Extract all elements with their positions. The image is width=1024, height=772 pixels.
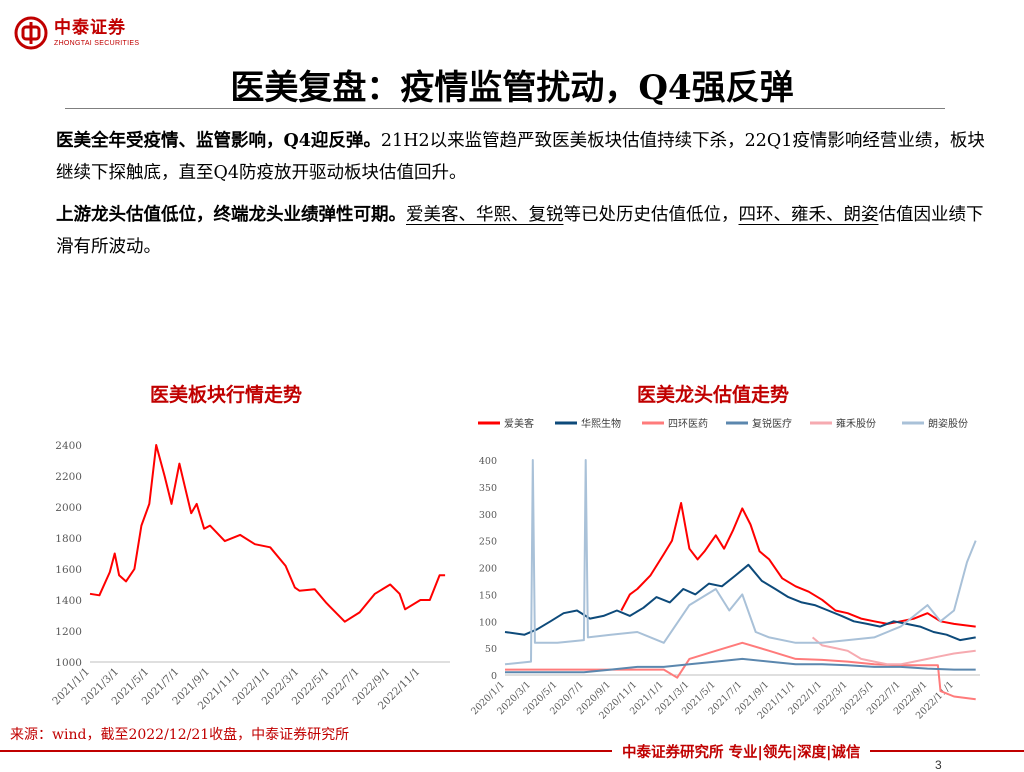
c1-ytick-1: 1200 <box>55 626 82 638</box>
company-logo: 中泰证券 ZHONGTAI SECURITIES <box>14 16 139 50</box>
legend-label-5: 朗姿股份 <box>928 417 968 430</box>
legend-label-3: 复锐医疗 <box>752 417 792 430</box>
c2-series-4-line <box>811 636 976 666</box>
title-divider <box>65 108 945 109</box>
c2-series-5-line <box>504 459 977 666</box>
c2-ytick-4: 200 <box>479 564 497 575</box>
c1-ytick-4: 1800 <box>55 533 82 545</box>
terminal-leaders: 四环、雍禾、朗姿 <box>738 205 879 225</box>
c1-ytick-5: 2000 <box>55 502 82 514</box>
legend-label-1: 华熙生物 <box>581 417 621 430</box>
paragraph-1-body: 21H2以来监管趋严致医美板块估值持续下杀，22Q1疫情影响经营业绩，板块继续下… <box>56 131 985 183</box>
legend-label-2: 四环医药 <box>668 418 708 430</box>
page-number: 3 <box>935 758 942 772</box>
logo-icon <box>14 16 48 50</box>
c2-series-3-line <box>505 657 976 674</box>
paragraph-2: 上游龙头估值低位，终端龙头业绩弹性可期。爱美客、华熙、复锐等已处历史估值低位，四… <box>56 199 986 263</box>
c2-ytick-7: 350 <box>479 483 497 494</box>
valuation-chart: 爱美客 华熙生物 四环医药 复锐医疗 雍禾股份 朗姿股份 0 50 100 150 200 250 3… <box>470 417 980 722</box>
c1-ytick-7: 2400 <box>55 440 82 452</box>
c1-ytick-6: 2200 <box>55 471 82 483</box>
legend-label-0: 爱美客 <box>504 417 534 430</box>
c2-ytick-3: 150 <box>479 590 497 601</box>
c1-ytick-3: 1600 <box>55 564 82 576</box>
c2-ytick-2: 100 <box>479 617 497 628</box>
paragraph-2-lead: 上游龙头估值低位，终端龙头业绩弹性可期。 <box>56 205 406 225</box>
page-title: 医美复盘：疫情监管扰动，Q4强反弹 <box>230 68 794 108</box>
logo-name-en: ZHONGTAI SECURITIES <box>54 39 140 47</box>
upstream-note: 等已处历史估值低位， <box>563 205 739 225</box>
c2-ytick-0: 0 <box>491 671 497 682</box>
c2-series-1-line <box>504 563 976 642</box>
c1-ytick-0: 1000 <box>55 657 82 669</box>
terminal-note: 估值因业绩下滑有所波动。 <box>56 205 984 257</box>
footer-slogan: 中泰证券研究所 专业|领先|深度|诚信 <box>622 745 861 761</box>
sector-index-chart: 100012001400160018002000220024002021/1/1… <box>50 440 450 712</box>
paragraph-1-lead: 医美全年受疫情、监管影响，Q4迎反弹。 <box>56 131 381 151</box>
paragraph-1: 医美全年受疫情、监管影响，Q4迎反弹。21H2以来监管趋严致医美板块估值持续下杀… <box>56 125 986 189</box>
c1-ytick-2: 1400 <box>55 595 82 607</box>
chart-2-title: 医美龙头估值走势 <box>637 384 790 406</box>
c2-ytick-8: 400 <box>479 456 497 467</box>
source-note: 来源：wind，截至2022/12/21收盘，中泰证券研究所 <box>10 727 350 743</box>
c2-ytick-5: 250 <box>479 537 497 548</box>
chart-1-title: 医美板块行情走势 <box>150 384 303 406</box>
footer-divider <box>0 750 1024 752</box>
footer: 中泰证券研究所 专业|领先|深度|诚信 <box>612 741 871 761</box>
logo-name-cn: 中泰证券 <box>54 17 126 38</box>
upstream-leaders: 爱美客、华熙、复锐 <box>406 205 564 225</box>
c1-series-0-line <box>89 444 446 623</box>
c2-ytick-1: 50 <box>485 644 497 655</box>
legend-label-4: 雍禾股份 <box>836 417 876 430</box>
c2-ytick-6: 300 <box>479 510 497 521</box>
